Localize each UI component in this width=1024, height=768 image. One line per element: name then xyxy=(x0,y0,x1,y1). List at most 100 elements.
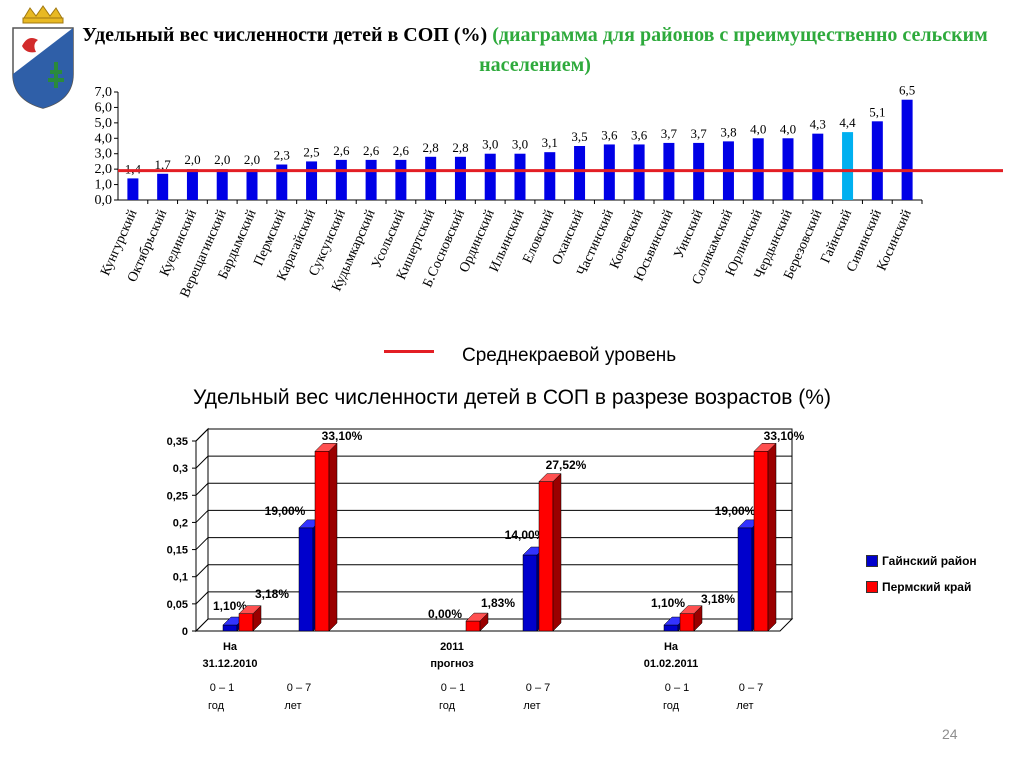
bar-top xyxy=(238,605,262,614)
y-tick-label: 0,2 xyxy=(173,517,188,529)
y-tick-label: 4,0 xyxy=(95,131,113,146)
bar-Усольский xyxy=(395,159,407,200)
districts-bar-chart-svg: 0,01,02,03,04,05,06,07,01,4Кунгурский1,7… xyxy=(95,83,1003,300)
gridline-side xyxy=(195,591,209,605)
bar-Октябрьский xyxy=(157,173,169,200)
y-tick-label: 0,1 xyxy=(173,572,188,584)
bar-value-label: 2,6 xyxy=(333,143,350,158)
bar-perm xyxy=(538,481,554,632)
legend-swatch-perm xyxy=(866,581,878,593)
average-level-legend-swatch xyxy=(384,350,434,353)
bar-value-label: 4,0 xyxy=(780,121,796,136)
age-label-unit: лет xyxy=(284,700,301,712)
gridline-side xyxy=(195,537,209,550)
gridline-side xyxy=(195,564,209,578)
bar-Березовский xyxy=(812,133,824,200)
bar-Косинский xyxy=(901,99,913,200)
bar-perm xyxy=(679,613,695,632)
bar-value-label: 2,0 xyxy=(214,152,230,167)
bar-Суксунский xyxy=(335,159,347,200)
legend-label-gainsky: Гайнский район xyxy=(882,554,977,568)
bar-value-label: 3,18% xyxy=(701,592,735,606)
bar-perm xyxy=(465,620,481,632)
bar-Верещагинский xyxy=(216,169,228,200)
gridline-side xyxy=(195,455,209,469)
bar-value-label: 2,0 xyxy=(244,152,260,167)
coat-of-arms-logo xyxy=(8,4,78,115)
bar-value-label: 2,5 xyxy=(303,144,319,159)
bar-value-label: 3,5 xyxy=(571,129,587,144)
group-label-line2: 31.12.2010 xyxy=(202,658,257,670)
bar-value-label: 19,00% xyxy=(265,504,306,518)
age-label-range: 0 – 1 xyxy=(665,682,689,694)
bar-value-label: 1,10% xyxy=(651,596,685,610)
bar-top xyxy=(538,473,562,482)
y-tick-label: 0,0 xyxy=(95,193,113,208)
bar-top xyxy=(465,612,489,622)
bar-value-label: 3,7 xyxy=(661,126,678,141)
page-number: 24 xyxy=(942,726,958,742)
y-tick-label: 0,15 xyxy=(167,545,188,557)
bar-value-label: 3,7 xyxy=(691,126,708,141)
bar-Карагайский xyxy=(306,161,318,200)
districts-bar-chart: 0,0 1,0 2,0 3,0 4,0 5,0 6,0 7,0 1,4 Кунгурский 1,7… xyxy=(0,0,1024,345)
bar-value-label: 14,00% xyxy=(505,528,546,542)
bar-Сивинский xyxy=(871,121,883,200)
y-tick-label: 5,0 xyxy=(95,116,113,131)
bar-value-label: 27,52% xyxy=(546,458,587,472)
bar-Кочевский xyxy=(633,144,645,200)
bar-value-label: 4,4 xyxy=(839,115,856,130)
bar-gainsky xyxy=(663,624,679,632)
bar-value-label: 2,8 xyxy=(423,140,439,155)
legend-item-perm: Пермский край xyxy=(866,574,977,600)
legend-swatch-gainsky xyxy=(866,555,878,567)
top-chart-title: Удельный вес численности детей в СОП (%)… xyxy=(70,20,1000,80)
age-label-unit: лет xyxy=(736,700,753,712)
age-label-range: 0 – 1 xyxy=(441,682,465,694)
bar-Оханский xyxy=(574,146,586,200)
bar-value-label: 4,0 xyxy=(750,121,766,136)
group-label-line2: 01.02.2011 xyxy=(644,658,698,670)
bar-value-label: 2,0 xyxy=(184,152,200,167)
bar-perm xyxy=(753,451,769,632)
y-tick-label: 6,0 xyxy=(95,100,113,115)
bar-value-label: 3,0 xyxy=(482,137,498,152)
bar-perm xyxy=(238,613,254,632)
legend-label-perm: Пермский край xyxy=(882,580,972,594)
bar-value-label: 1,4 xyxy=(125,161,142,176)
bar-Частинский xyxy=(603,144,615,200)
bar-side xyxy=(552,473,562,632)
bar-value-label: 3,8 xyxy=(720,124,736,139)
bar-Гайнский xyxy=(842,132,854,200)
bar-value-label: 3,18% xyxy=(255,587,289,601)
bar-Бардымский xyxy=(246,169,258,200)
bar-value-label: 33,10% xyxy=(764,429,805,443)
floor xyxy=(194,618,794,632)
group-label-line1: На xyxy=(223,641,238,653)
bar-value-label: 3,6 xyxy=(601,127,618,142)
bar-value-label: 1,10% xyxy=(213,599,247,613)
age-label-unit: лет xyxy=(523,700,540,712)
bar-gainsky xyxy=(298,527,314,632)
age-groups-bar-chart: 0 0,05 0,1 0,15 0,2 0,25 0,3 0,35 1,10% 19,00% 0,0… xyxy=(167,427,805,712)
bar-top xyxy=(753,443,777,452)
bar-value-label: 0,00% xyxy=(428,607,462,621)
bar-value-label: 3,1 xyxy=(542,135,558,150)
bar-Б.Сосновский xyxy=(454,156,466,200)
bar-Ильинский xyxy=(514,153,526,200)
side-wall xyxy=(195,427,209,633)
bar-value-label: 2,6 xyxy=(393,143,410,158)
bar-value-label: 1,83% xyxy=(481,596,515,610)
gridline-side xyxy=(195,482,209,496)
bar-Ординский xyxy=(484,153,496,200)
age-chart-title: Удельный вес численности детей в СОП в р… xyxy=(193,386,831,409)
age-label-range: 0 – 7 xyxy=(739,682,763,694)
age-label-range: 0 – 7 xyxy=(287,682,311,694)
age-label-unit: год xyxy=(663,700,680,712)
bar-Чердынский xyxy=(782,138,794,200)
y-tick-label: 0,3 xyxy=(173,463,188,475)
bar-value-label: 6,5 xyxy=(899,83,915,98)
bar-side xyxy=(328,442,338,632)
group-label-line1: 2011 xyxy=(440,641,464,653)
legend-item-gainsky: Гайнский район xyxy=(866,548,977,574)
